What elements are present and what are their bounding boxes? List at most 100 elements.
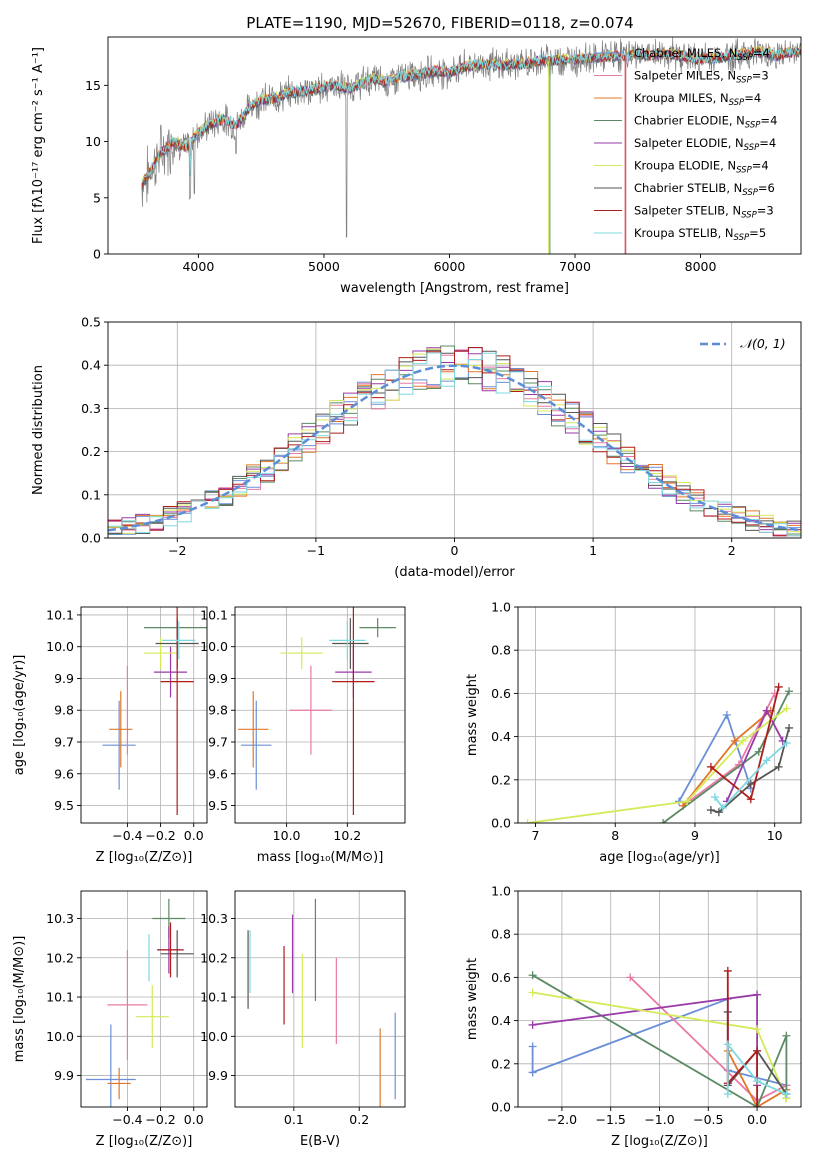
weight-marker-6 [706,806,715,815]
axes-frame [234,890,406,1108]
weight-marker-3 [785,687,794,696]
weight-marker-4 [753,990,762,999]
legend-sub: SSP [734,233,750,243]
x-tick-label: 0 [451,543,459,558]
y-tick-label: 9.9 [54,1068,74,1083]
weight-marker-7 [706,762,715,771]
weight-marker-8 [782,739,791,748]
x-axis-label: Z [log₁₀(Z/Z⊙)] [96,850,193,865]
y-axis-label: Normed distribution [31,365,46,495]
x-tick-label: 7000 [559,259,591,274]
y-tick-label: 10.2 [200,950,228,965]
weight-marker-8 [723,1090,732,1099]
residual-histogram-7 [108,347,801,537]
legend-nssp: 5 [759,226,766,240]
legend-nssp: 3 [761,69,768,83]
y-tick-label: 9.8 [208,703,228,718]
y-tick-label: 10.0 [200,1029,228,1044]
weight-marker-8 [710,793,719,802]
weight-marker-3 [659,819,668,823]
weight-marker-7 [753,1046,762,1055]
legend-entry: Salpeter MILES, NSSP=3 [634,69,769,86]
y-tick-label: 1.0 [491,884,511,899]
legend-sep: , N [718,226,734,240]
y-tick-label: 0.6 [491,970,511,985]
x-tick-label: −1.5 [596,1112,626,1127]
legend-entry: Kroupa STELIB, NSSP=5 [634,226,766,243]
legend-eq: = [744,91,754,105]
weight-marker-8 [762,756,771,765]
legend-eq: = [760,114,770,128]
y-tick-label: 9.5 [208,798,228,813]
y-tick-label: 0.4 [491,729,511,744]
weight-marker-8 [753,1077,762,1086]
y-tick-label: 0.0 [491,816,511,831]
legend-sep: , N [720,159,736,173]
legend-name: Kroupa ELODIE [634,159,720,173]
x-tick-label: 10.2 [333,828,361,843]
y-axis-label: age [log₁₀(age/yr)] [12,655,27,776]
x-axis-label: wavelength [Angstrom, rest frame] [340,281,569,296]
x-tick-label: −2 [168,543,186,558]
x-tick-label: −0.4 [112,1112,142,1127]
axes-frame [234,606,406,824]
legend-nssp: 6 [768,181,775,195]
panel-spectrum: 4000 5000 6000 7000 8000 0 5 10 15 wavelength [An… [31,36,802,296]
weight-marker-0 [528,1042,537,1051]
axes-frame [80,606,208,824]
weight-marker-2 [730,736,739,745]
plot-area [141,37,801,254]
legend-sep: , N [726,181,742,195]
legend-nssp: 3 [766,204,773,218]
y-tick-label: 10.3 [46,911,74,926]
weight-marker-5 [523,819,532,823]
y-tick-label: 10.1 [46,607,74,622]
legend-name: Salpeter ELODIE [634,136,728,150]
legend-name: Kroupa STELIB [634,226,718,240]
y-tick-label: 10.0 [46,639,74,654]
weight-marker-4 [762,706,771,715]
x-axis-label: Z [log₁₀(Z/Z⊙)] [96,1134,193,1149]
x-tick-label: −0.5 [693,1112,723,1127]
y-tick-label: 0.8 [491,643,511,658]
x-tick-label: 2 [728,543,736,558]
normal-reference-curve [108,364,801,532]
y-tick-label: 0.3 [81,401,101,416]
weight-marker-3 [782,1031,791,1040]
weight-marker-0 [528,1068,537,1077]
legend-eq: = [749,226,759,240]
legend-nssp: 4 [769,136,776,150]
y-tick-label: 9.6 [54,766,74,781]
x-tick-label: 10 [767,828,783,843]
legend-eq: = [759,136,769,150]
x-tick-label: −0.2 [145,828,175,843]
legend-name: Chabrier STELIB [634,181,726,195]
x-tick-label: 0.0 [747,1112,767,1127]
legend-sub: SSP [737,53,753,63]
legend-entry: Chabrier STELIB, NSSP=6 [634,181,775,198]
weight-marker-1 [626,973,635,982]
legend-name: Salpeter MILES [634,69,720,83]
weight-marker-3 [754,747,763,756]
panel-weight-vs-Z: −2.0 −1.5 −1.0 −0.5 0.0 0.0 0.2 0.4 0.6 0.8 1.0 Z [… [465,884,802,1149]
weight-line-5 [527,707,788,823]
y-tick-label: 9.5 [54,798,74,813]
legend-sub: SSP [729,98,745,108]
weight-line-8 [714,742,788,810]
legend-eq: = [752,69,762,83]
reference-legend-label: 𝒩(0, 1) [740,336,786,351]
y-tick-label: 0.2 [491,1056,511,1071]
x-tick-label: 0.0 [184,1112,204,1127]
weight-marker-5 [782,704,791,713]
y-tick-label: 10.1 [46,990,74,1005]
legend-sub: SSP [736,76,752,86]
legend-entry: Chabrier MILES, NSSP=4 [634,46,770,63]
legend-sep: , N [713,91,729,105]
weight-marker-5 [528,988,537,997]
x-axis-label: age [log₁₀(age/yr)] [599,850,720,865]
plot-area [85,898,194,1107]
y-tick-label: 10.3 [200,911,228,926]
x-tick-label: 7 [532,828,540,843]
panel-age-vs-Z: −0.4 −0.2 0.0 9.5 9.6 9.7 9.8 9.9 10.0 10.1 Z [log… [12,606,208,865]
